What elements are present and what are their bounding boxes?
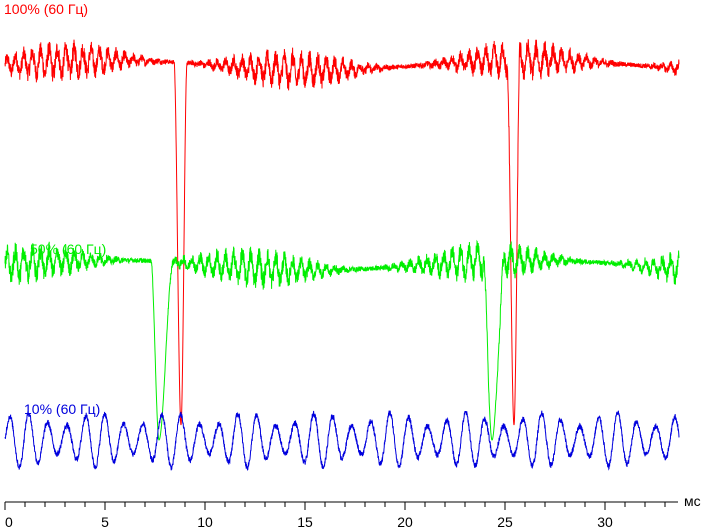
- series-labels: 100% (60 Гц) 50% (60 Гц) 10% (60 Гц): [4, 1, 106, 417]
- x-tick-label-20: 20: [397, 514, 413, 530]
- series-line-2: [4, 410, 680, 471]
- x-tick-label-10: 10: [197, 514, 213, 530]
- x-axis-unit-label: мс: [684, 493, 701, 509]
- x-tick-label-25: 25: [497, 514, 513, 530]
- series-layer: [4, 39, 680, 471]
- x-tick-label-30: 30: [597, 514, 613, 530]
- x-tick-label-5: 5: [101, 514, 109, 530]
- x-tick-label-0: 0: [5, 514, 13, 530]
- series-line-0: [4, 39, 680, 426]
- x-axis: 0 5 10 15 20 25 30 мс: [4, 493, 701, 530]
- series-label-1: 50% (60 Гц): [30, 241, 106, 257]
- series-line-1: [4, 239, 680, 441]
- x-tick-label-15: 15: [297, 514, 313, 530]
- series-label-0: 100% (60 Гц): [4, 1, 88, 17]
- series-label-2: 10% (60 Гц): [24, 401, 100, 417]
